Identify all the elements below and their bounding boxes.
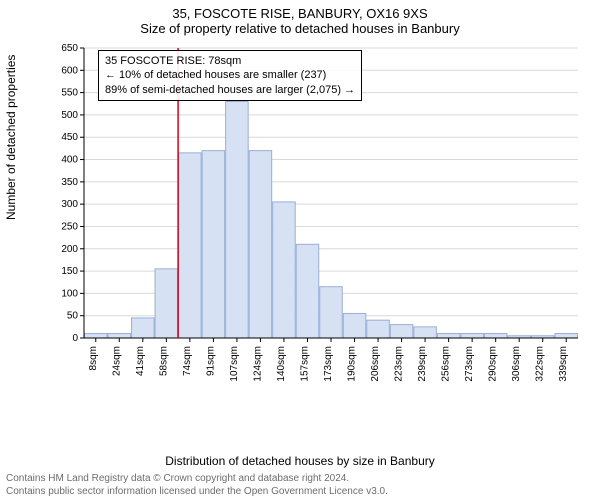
svg-text:190sqm: 190sqm	[347, 346, 358, 382]
annotation-box: 35 FOSCOTE RISE: 78sqm ← 10% of detached…	[98, 50, 362, 101]
svg-text:8sqm: 8sqm	[88, 346, 99, 370]
svg-text:223sqm: 223sqm	[394, 346, 405, 382]
svg-text:400: 400	[61, 155, 78, 166]
svg-text:74sqm: 74sqm	[182, 346, 193, 376]
svg-text:500: 500	[61, 110, 78, 121]
x-axis-label: Distribution of detached houses by size …	[0, 454, 600, 468]
svg-text:256sqm: 256sqm	[441, 346, 452, 382]
svg-text:50: 50	[67, 311, 79, 322]
chart-area: 0 50 100 150 200 250 300 350 400 450 500 550 600 650 8…	[54, 44, 582, 396]
svg-text:124sqm: 124sqm	[252, 346, 263, 382]
svg-text:239sqm: 239sqm	[417, 346, 428, 382]
y-axis-label: Number of detached properties	[4, 55, 18, 220]
svg-text:41sqm: 41sqm	[135, 346, 146, 376]
footer-line2: Contains public sector information licen…	[6, 486, 388, 499]
page-title-address: 35, FOSCOTE RISE, BANBURY, OX16 9XS	[0, 0, 600, 21]
svg-text:550: 550	[61, 88, 78, 99]
svg-text:350: 350	[61, 177, 78, 188]
svg-text:306sqm: 306sqm	[511, 346, 522, 382]
svg-text:250: 250	[61, 221, 78, 232]
footer-line1: Contains HM Land Registry data © Crown c…	[6, 473, 388, 486]
svg-text:273sqm: 273sqm	[464, 346, 475, 382]
annotation-line2: ← 10% of detached houses are smaller (23…	[105, 68, 355, 82]
svg-text:339sqm: 339sqm	[558, 346, 569, 382]
svg-text:650: 650	[61, 44, 78, 54]
svg-text:140sqm: 140sqm	[276, 346, 287, 382]
svg-text:200: 200	[61, 244, 78, 255]
svg-text:300: 300	[61, 199, 78, 210]
svg-text:173sqm: 173sqm	[323, 346, 334, 382]
page-title-desc: Size of property relative to detached ho…	[0, 21, 600, 40]
svg-text:91sqm: 91sqm	[205, 346, 216, 376]
svg-text:100: 100	[61, 288, 78, 299]
annotation-line3: 89% of semi-detached houses are larger (…	[105, 83, 355, 97]
svg-text:290sqm: 290sqm	[488, 346, 499, 382]
svg-text:600: 600	[61, 65, 78, 76]
svg-text:206sqm: 206sqm	[370, 346, 381, 382]
footer-attribution: Contains HM Land Registry data © Crown c…	[6, 473, 388, 498]
annotation-line1: 35 FOSCOTE RISE: 78sqm	[105, 54, 355, 68]
svg-text:58sqm: 58sqm	[158, 346, 169, 376]
svg-text:150: 150	[61, 266, 78, 277]
svg-text:24sqm: 24sqm	[111, 346, 122, 376]
svg-text:322sqm: 322sqm	[535, 346, 546, 382]
svg-text:450: 450	[61, 132, 78, 143]
svg-text:0: 0	[72, 333, 78, 344]
svg-text:157sqm: 157sqm	[299, 346, 310, 382]
svg-text:107sqm: 107sqm	[229, 346, 240, 382]
